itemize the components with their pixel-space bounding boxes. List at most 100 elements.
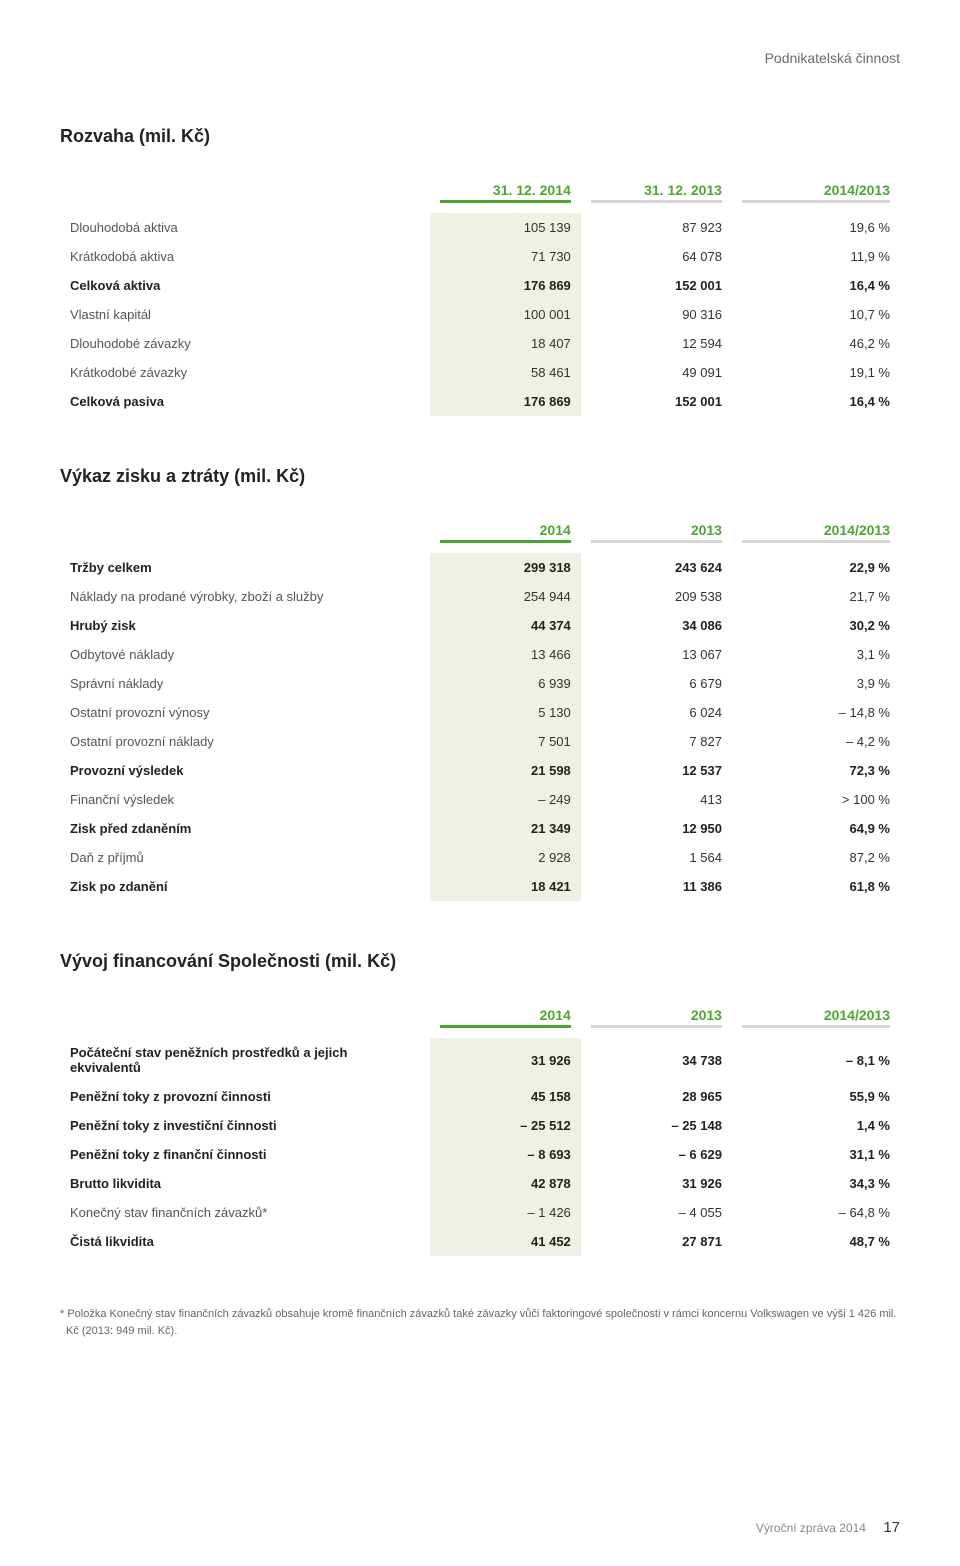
cell-2013: 1 564	[581, 843, 732, 872]
table-row: Odbytové náklady13 46613 0673,1 %	[60, 640, 900, 669]
cell-2013: 152 001	[581, 387, 732, 416]
row-label: Peněžní toky z provozní činnosti	[60, 1082, 430, 1111]
cell-2014: 42 878	[430, 1169, 581, 1198]
cell-change: > 100 %	[732, 785, 900, 814]
table1-title: Rozvaha (mil. Kč)	[60, 126, 900, 147]
page-number: 17	[883, 1519, 900, 1536]
cell-2013: 64 078	[581, 242, 732, 271]
row-label: Správní náklady	[60, 669, 430, 698]
table-vykaz: 2014 2013 2014/2013 Tržby celkem299 3182…	[60, 515, 900, 901]
cell-2014: 41 452	[430, 1227, 581, 1256]
col-header: 2014/2013	[732, 175, 900, 213]
row-label: Čistá likvidita	[60, 1227, 430, 1256]
row-label: Peněžní toky z investiční činnosti	[60, 1111, 430, 1140]
cell-2014: 18 407	[430, 329, 581, 358]
table-row: Ostatní provozní výnosy5 1306 024– 14,8 …	[60, 698, 900, 727]
cell-2013: 28 965	[581, 1082, 732, 1111]
cell-change: 46,2 %	[732, 329, 900, 358]
row-label: Celková pasiva	[60, 387, 430, 416]
cell-change: 31,1 %	[732, 1140, 900, 1169]
cell-change: 21,7 %	[732, 582, 900, 611]
cell-2013: 87 923	[581, 213, 732, 242]
cell-2013: 7 827	[581, 727, 732, 756]
col-header: 31. 12. 2013	[581, 175, 732, 213]
table-row: Náklady na prodané výrobky, zboží a služ…	[60, 582, 900, 611]
row-label: Krátkodobá aktiva	[60, 242, 430, 271]
cell-2014: 45 158	[430, 1082, 581, 1111]
cell-2014: 254 944	[430, 582, 581, 611]
row-label: Brutto likvidita	[60, 1169, 430, 1198]
cell-change: – 14,8 %	[732, 698, 900, 727]
cell-2013: 209 538	[581, 582, 732, 611]
table-row: Brutto likvidita42 87831 92634,3 %	[60, 1169, 900, 1198]
cell-2014: 13 466	[430, 640, 581, 669]
cell-change: 19,6 %	[732, 213, 900, 242]
table-row: Provozní výsledek21 59812 53772,3 %	[60, 756, 900, 785]
cell-2013: 13 067	[581, 640, 732, 669]
col-header: 31. 12. 2014	[430, 175, 581, 213]
cell-2013: 49 091	[581, 358, 732, 387]
row-label: Počáteční stav peněžních prostředků a je…	[60, 1038, 430, 1082]
cell-2014: 105 139	[430, 213, 581, 242]
cell-change: 3,9 %	[732, 669, 900, 698]
col-header: 2014	[430, 515, 581, 553]
table-row: Počáteční stav peněžních prostředků a je…	[60, 1038, 900, 1082]
row-label: Celková aktiva	[60, 271, 430, 300]
table-row: Čistá likvidita41 45227 87148,7 %	[60, 1227, 900, 1256]
table-row: Konečný stav finančních závazků*– 1 426–…	[60, 1198, 900, 1227]
row-label: Dlouhodobá aktiva	[60, 213, 430, 242]
row-label: Ostatní provozní výnosy	[60, 698, 430, 727]
cell-change: – 8,1 %	[732, 1038, 900, 1082]
cell-2014: 58 461	[430, 358, 581, 387]
cell-2014: – 8 693	[430, 1140, 581, 1169]
cell-change: 11,9 %	[732, 242, 900, 271]
col-header: 2013	[581, 515, 732, 553]
table1-body: Dlouhodobá aktiva105 13987 92319,6 %Krát…	[60, 213, 900, 416]
table-row: Peněžní toky z investiční činnosti– 25 5…	[60, 1111, 900, 1140]
table-row: Tržby celkem299 318243 62422,9 %	[60, 553, 900, 582]
cell-2014: 21 598	[430, 756, 581, 785]
cell-change: 61,8 %	[732, 872, 900, 901]
col-header: 2014/2013	[732, 515, 900, 553]
table-row: Ostatní provozní náklady7 5017 827– 4,2 …	[60, 727, 900, 756]
cell-2013: – 6 629	[581, 1140, 732, 1169]
cell-2014: 176 869	[430, 387, 581, 416]
cell-2013: 12 537	[581, 756, 732, 785]
table2-title: Výkaz zisku a ztráty (mil. Kč)	[60, 466, 900, 487]
cell-2013: 12 594	[581, 329, 732, 358]
table-row: Vlastní kapitál100 00190 31610,7 %	[60, 300, 900, 329]
cell-change: 3,1 %	[732, 640, 900, 669]
cell-2014: 21 349	[430, 814, 581, 843]
cell-2014: 100 001	[430, 300, 581, 329]
row-label: Ostatní provozní náklady	[60, 727, 430, 756]
cell-change: 10,7 %	[732, 300, 900, 329]
row-label: Odbytové náklady	[60, 640, 430, 669]
cell-change: 87,2 %	[732, 843, 900, 872]
row-label: Peněžní toky z finanční činnosti	[60, 1140, 430, 1169]
cell-2014: 18 421	[430, 872, 581, 901]
row-label: Zisk před zdaněním	[60, 814, 430, 843]
page-footer: Výroční zpráva 2014 17	[60, 1519, 900, 1536]
table-row: Peněžní toky z provozní činnosti45 15828…	[60, 1082, 900, 1111]
cell-change: 16,4 %	[732, 387, 900, 416]
table-row: Celková pasiva176 869152 00116,4 %	[60, 387, 900, 416]
col-header: 2014/2013	[732, 1000, 900, 1038]
cell-2014: 71 730	[430, 242, 581, 271]
row-label: Hrubý zisk	[60, 611, 430, 640]
cell-2013: – 4 055	[581, 1198, 732, 1227]
footer-label: Výroční zpráva 2014	[756, 1521, 866, 1535]
row-label: Náklady na prodané výrobky, zboží a služ…	[60, 582, 430, 611]
cell-2014: 7 501	[430, 727, 581, 756]
cell-2013: 6 679	[581, 669, 732, 698]
table-row: Zisk před zdaněním21 34912 95064,9 %	[60, 814, 900, 843]
cell-2014: 31 926	[430, 1038, 581, 1082]
table-row: Finanční výsledek– 249413> 100 %	[60, 785, 900, 814]
cell-change: – 64,8 %	[732, 1198, 900, 1227]
cell-change: 55,9 %	[732, 1082, 900, 1111]
table-row: Dlouhodobá aktiva105 13987 92319,6 %	[60, 213, 900, 242]
row-label: Daň z příjmů	[60, 843, 430, 872]
table-row: Dlouhodobé závazky18 40712 59446,2 %	[60, 329, 900, 358]
cell-2014: 5 130	[430, 698, 581, 727]
table3-title: Vývoj financování Společnosti (mil. Kč)	[60, 951, 900, 972]
cell-change: 34,3 %	[732, 1169, 900, 1198]
